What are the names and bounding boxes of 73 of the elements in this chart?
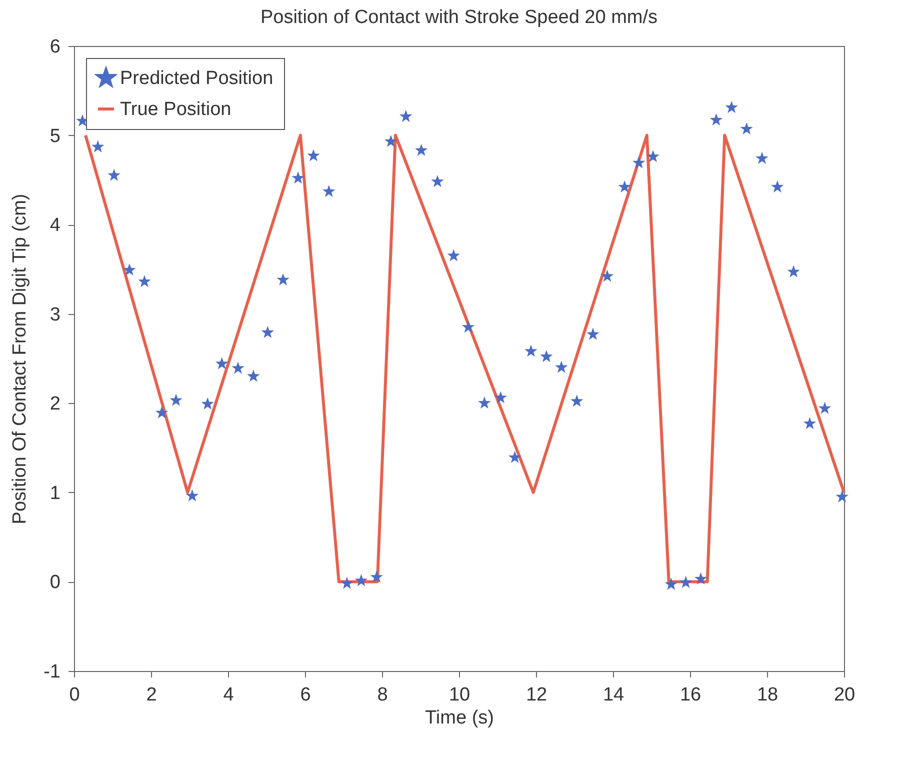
x-tick-label: 8 [377, 684, 388, 706]
point [431, 175, 444, 188]
point [399, 110, 412, 122]
x-tick-label: 18 [756, 684, 778, 706]
point [803, 416, 816, 430]
point [91, 140, 104, 152]
point [108, 168, 120, 181]
point [600, 270, 614, 282]
y-tick-label: 3 [50, 304, 60, 326]
point [632, 156, 646, 168]
point [570, 394, 584, 407]
point [384, 134, 398, 147]
legend-label: True Position [120, 99, 232, 120]
point [292, 171, 304, 184]
point [646, 150, 660, 162]
point [664, 578, 678, 590]
point [462, 320, 475, 333]
y-tick-label: -1 [44, 662, 60, 682]
point [414, 144, 428, 156]
point [123, 263, 136, 276]
point [307, 149, 320, 162]
x-tick-label: 6 [300, 684, 311, 706]
point [787, 265, 800, 278]
point [478, 396, 491, 409]
y-tick-label: 6 [50, 36, 60, 58]
point [586, 328, 600, 340]
point [818, 402, 832, 414]
y-tick-label: 0 [50, 572, 60, 594]
point [201, 397, 214, 410]
point [155, 406, 168, 418]
y-tick-label: 2 [50, 394, 60, 415]
point [261, 326, 274, 338]
point [618, 180, 631, 192]
legend-label: Predicted Position [120, 68, 274, 89]
point [276, 273, 290, 286]
point [215, 357, 228, 370]
y-tick-label: 1 [50, 482, 60, 504]
x-tick-label: 2 [146, 684, 157, 706]
point [447, 249, 460, 262]
point [370, 570, 383, 583]
x-tick-label: 10 [448, 684, 470, 706]
point [725, 100, 738, 114]
x-tick-label: 16 [680, 684, 702, 706]
x-tick-label: 14 [602, 684, 624, 706]
point [354, 574, 368, 586]
x-tick-label: 0 [69, 684, 80, 706]
point [679, 576, 692, 588]
point [340, 576, 354, 589]
y-tick-label: 5 [50, 126, 60, 147]
point [771, 180, 784, 192]
point [508, 450, 522, 464]
y-tick-label: 4 [50, 215, 61, 236]
point [740, 122, 753, 134]
point [836, 490, 848, 502]
point [494, 391, 507, 404]
point [524, 344, 538, 357]
point [756, 152, 768, 164]
point [138, 275, 151, 288]
y-axis-title: Position Of Contact From Digit Tip (cm) [10, 194, 31, 524]
point [694, 572, 708, 584]
point [540, 350, 553, 362]
x-tick-label: 12 [526, 684, 548, 706]
point [170, 394, 182, 406]
point [186, 489, 199, 502]
x-tick-label: 4 [223, 684, 234, 706]
point [322, 184, 336, 197]
point [232, 362, 244, 374]
x-axis-title: Time (s) [425, 708, 494, 728]
point [555, 360, 568, 373]
x-tick-label: 20 [834, 684, 856, 706]
chart-title: Position of Contact with Stroke Speed 20 mm/s [260, 7, 658, 28]
point [247, 370, 260, 382]
point [710, 113, 723, 126]
